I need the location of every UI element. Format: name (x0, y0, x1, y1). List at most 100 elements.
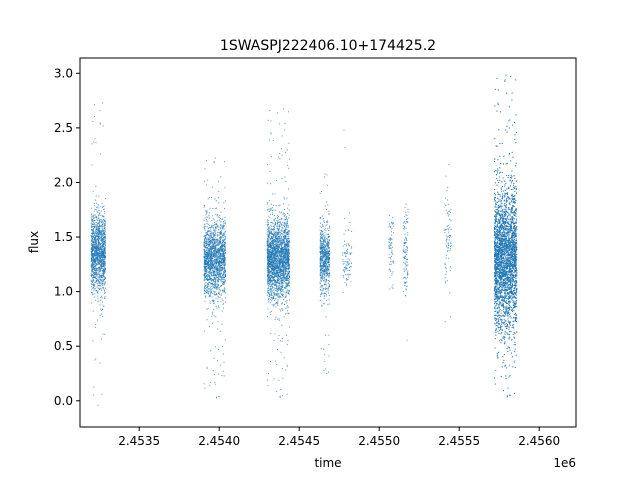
data-point (209, 245, 211, 247)
data-point (223, 202, 225, 204)
data-point (224, 268, 226, 270)
data-point (208, 292, 210, 294)
data-point (206, 249, 208, 251)
data-point (278, 262, 280, 264)
data-point (91, 215, 93, 217)
data-point (279, 158, 281, 160)
data-point (94, 215, 96, 217)
data-point (286, 242, 288, 244)
data-point (213, 255, 215, 257)
data-point (287, 252, 289, 254)
data-point (220, 250, 222, 252)
data-point (95, 274, 97, 276)
data-point (206, 249, 208, 251)
data-point (92, 264, 94, 266)
data-point (96, 247, 98, 249)
data-point (219, 265, 221, 267)
data-point (266, 259, 268, 261)
data-point (205, 210, 207, 212)
data-point (92, 286, 94, 288)
data-point (277, 271, 279, 273)
data-point (275, 391, 277, 393)
data-point (216, 243, 218, 245)
data-point (209, 290, 211, 292)
data-point (274, 224, 276, 226)
data-point (97, 229, 99, 231)
data-point (287, 271, 289, 273)
data-point (100, 259, 102, 261)
data-point (214, 256, 216, 258)
data-point (91, 279, 93, 281)
data-point (97, 245, 99, 247)
data-point (98, 277, 100, 279)
data-point (221, 254, 223, 256)
data-point (212, 248, 214, 250)
data-point (215, 265, 217, 267)
data-point (95, 268, 97, 270)
data-point (284, 245, 286, 247)
data-point (224, 262, 226, 264)
data-point (99, 279, 101, 281)
data-point (272, 242, 274, 244)
data-point (206, 267, 208, 269)
data-point (288, 225, 290, 227)
data-point (97, 244, 99, 246)
data-point (220, 293, 222, 295)
data-point (213, 235, 215, 237)
data-point (100, 270, 102, 272)
data-point (287, 263, 289, 265)
data-point (204, 242, 206, 244)
data-point (267, 278, 269, 280)
data-point (285, 260, 287, 262)
data-point (104, 222, 106, 224)
data-point (97, 255, 99, 257)
data-point (288, 250, 290, 252)
data-point (102, 261, 104, 263)
data-point (283, 272, 285, 274)
data-point (90, 247, 92, 249)
data-point (101, 273, 103, 275)
data-point (95, 250, 97, 252)
data-point (95, 254, 97, 256)
data-point (224, 270, 226, 272)
data-point (279, 260, 281, 262)
data-point (102, 125, 104, 127)
data-point (217, 274, 219, 276)
data-point (223, 256, 224, 258)
data-point (281, 277, 283, 279)
data-point (208, 268, 210, 270)
data-point (92, 248, 94, 250)
data-point (224, 251, 226, 253)
data-point (275, 241, 277, 243)
data-point (212, 242, 214, 244)
data-point (269, 256, 271, 258)
data-point (269, 281, 271, 283)
data-point (289, 241, 291, 243)
data-point (217, 321, 219, 323)
data-point (271, 284, 273, 286)
data-point (95, 255, 97, 257)
data-point (275, 290, 277, 292)
data-point (270, 253, 272, 255)
data-point (281, 237, 283, 239)
data-point (278, 283, 280, 285)
data-point (100, 259, 102, 261)
data-point (281, 262, 283, 264)
data-point (91, 249, 93, 251)
data-point (95, 249, 97, 251)
data-point (218, 243, 220, 245)
data-point (275, 235, 277, 237)
data-point (214, 271, 216, 273)
data-point (93, 259, 95, 261)
data-point (277, 280, 278, 282)
data-point (271, 270, 273, 272)
data-point (222, 258, 224, 259)
data-point (213, 242, 215, 244)
data-point (210, 290, 212, 292)
data-point (214, 157, 216, 159)
data-point (99, 270, 101, 272)
data-point (282, 243, 284, 245)
data-point (270, 232, 272, 234)
data-point (224, 231, 226, 233)
data-point (219, 232, 221, 234)
